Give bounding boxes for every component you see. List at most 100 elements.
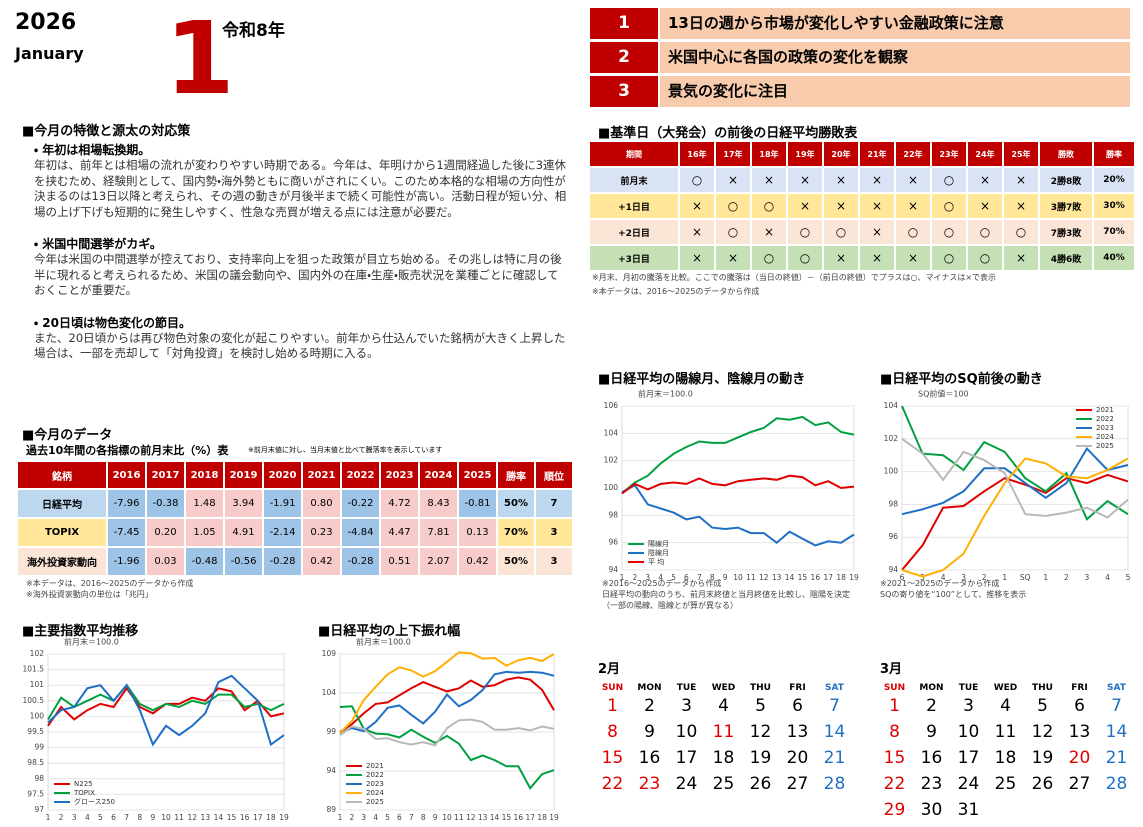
data-cell: 4.91 xyxy=(225,519,262,546)
plot-area xyxy=(901,405,1129,571)
series-line xyxy=(339,718,555,747)
calendar-day: 11 xyxy=(712,722,735,742)
x-tick-label: 2 xyxy=(632,573,637,582)
y-tick-label: 98 xyxy=(888,499,898,508)
win-cell: 3勝7敗 xyxy=(1040,194,1092,218)
x-tick-label: 12 xyxy=(759,573,769,582)
table-subtitle: 過去10年間の各指標の前月末比（%）表 xyxy=(26,444,229,457)
win-cell: 30% xyxy=(1094,194,1134,218)
calendar-day: 2 xyxy=(644,696,655,716)
x-tick-label: 8 xyxy=(137,813,142,822)
x-tick-label: 4 xyxy=(1105,573,1110,582)
chart-title: ■日経平均のSQ前後の動き xyxy=(880,372,1043,387)
y-tick-label: 100.5 xyxy=(23,696,45,705)
legend-label: 2025 xyxy=(366,798,384,806)
series-line xyxy=(339,651,555,734)
data-table: 銘柄 2016 2017 2018 2019 2020 2021 2022 2023 2024 20… xyxy=(16,460,574,577)
data-cell: 0.42 xyxy=(303,548,340,575)
x-tick-label: 18 xyxy=(537,813,547,822)
x-tick-label: 5 xyxy=(385,813,390,822)
win-cell: × xyxy=(824,246,858,270)
header-cell: 2016 xyxy=(108,462,145,488)
data-cell: -7.96 xyxy=(108,490,145,517)
chart: 前月末＝100.09797.59898.59999.5100100.510110… xyxy=(23,637,289,823)
data-cell: 0.20 xyxy=(147,519,184,546)
x-tick-label: 13 xyxy=(201,813,211,822)
header-cell: 21年 xyxy=(860,142,894,166)
data-row: 日経平均 -7.96 -0.38 1.48 3.94 -1.91 0.80 -0.22 4.72… xyxy=(18,490,572,517)
note: ※2016～2025のデータから作成 xyxy=(602,579,722,588)
win-cell: × xyxy=(1004,246,1038,270)
x-tick-label: 5 xyxy=(1126,573,1131,582)
x-tick-label: 18 xyxy=(266,813,276,822)
note: 日経平均の動向のうち、前月末終値と当月終値を比較し、陰陽を決定（一部の陽線、陰線… xyxy=(602,590,850,610)
data-cell: 50% xyxy=(498,490,534,517)
x-tick-label: 3 xyxy=(361,813,366,822)
series-line xyxy=(901,446,1129,516)
win-cell: ○ xyxy=(788,220,822,244)
legend-label: 2022 xyxy=(366,771,384,779)
header-cell: 2024 xyxy=(420,462,457,488)
calendar-day: 3 xyxy=(963,696,974,716)
header-cell: 24年 xyxy=(968,142,1002,166)
x-tick-label: 9 xyxy=(433,813,438,822)
calendar-day: 7 xyxy=(1111,696,1122,716)
header-cell: 勝率 xyxy=(498,462,534,488)
weekday: SAT xyxy=(825,683,844,693)
y-axis-label: SQ前値＝100 xyxy=(918,389,969,399)
win-cell: × xyxy=(1004,194,1038,218)
calendar-day: 19 xyxy=(749,748,772,768)
table-subnote: ※前月末値に対し、当月末値と比べて騰落率を表示しています xyxy=(248,446,443,454)
data-cell: -4.84 xyxy=(342,519,379,546)
legend-label: N225 xyxy=(74,780,93,788)
calendar-day: 19 xyxy=(1031,748,1054,768)
legend-label: TOPIX xyxy=(73,789,95,797)
x-tick-label: 13 xyxy=(478,813,488,822)
win-cell: × xyxy=(1004,168,1038,192)
calendar-day: 8 xyxy=(889,722,900,742)
y-tick-label: 104 xyxy=(884,401,899,410)
month-en: January xyxy=(15,44,84,63)
x-tick-label: 19 xyxy=(279,813,289,822)
header-cell: 25年 xyxy=(1004,142,1038,166)
y-tick-label: 104 xyxy=(322,688,337,697)
x-tick-label: 15 xyxy=(227,813,237,822)
win-cell: 70% xyxy=(1094,220,1134,244)
x-tick-label: 10 xyxy=(733,573,743,582)
y-tick-label: 102 xyxy=(30,649,45,658)
note: SQの寄り値を“100”として、推移を表示 xyxy=(880,590,1027,599)
win-cell: × xyxy=(860,246,894,270)
win-cell: ○ xyxy=(932,246,966,270)
y-tick-label: 94 xyxy=(326,766,336,775)
feature-body: 今年は米国の中間選挙が控えており、支持率向上を狙った政策が目立ち始める。その兆し… xyxy=(34,252,562,297)
y-tick-label: 106 xyxy=(604,401,619,410)
header-cell: 銘柄 xyxy=(18,462,106,488)
series-line xyxy=(339,705,555,790)
data-cell: -1.96 xyxy=(108,548,145,575)
legend-label: 2021 xyxy=(1096,406,1114,414)
calendar-title: 2月 xyxy=(598,662,621,677)
legend-label: 2021 xyxy=(366,762,384,770)
section-title: ■今月のデータ xyxy=(22,428,113,443)
chart-title: ■日経平均の陽線月、陰線月の動き xyxy=(598,372,806,387)
x-tick-label: 16 xyxy=(240,813,250,822)
data-cell: 日経平均 xyxy=(18,490,106,517)
win-cell: × xyxy=(896,168,930,192)
header-cell: 17年 xyxy=(716,142,750,166)
x-tick-label: 5 xyxy=(98,813,103,822)
y-tick-label: 98 xyxy=(608,510,618,519)
data-cell: -0.56 xyxy=(225,548,262,575)
x-tick-label: 19 xyxy=(849,573,859,582)
data-cell: -0.28 xyxy=(342,548,379,575)
calendar-day: 21 xyxy=(823,748,846,768)
x-tick-label: 14 xyxy=(214,813,224,822)
data-cell: 3 xyxy=(536,548,572,575)
x-tick-label: 3 xyxy=(72,813,77,822)
x-tick-label: 3 xyxy=(645,573,650,582)
series-line xyxy=(339,676,555,733)
calendar-day: 13 xyxy=(786,722,809,742)
data-cell: 50% xyxy=(498,548,534,575)
data-cell: TOPIX xyxy=(18,519,106,546)
calendar-day: 7 xyxy=(829,696,840,716)
header-cell: 2018 xyxy=(186,462,223,488)
